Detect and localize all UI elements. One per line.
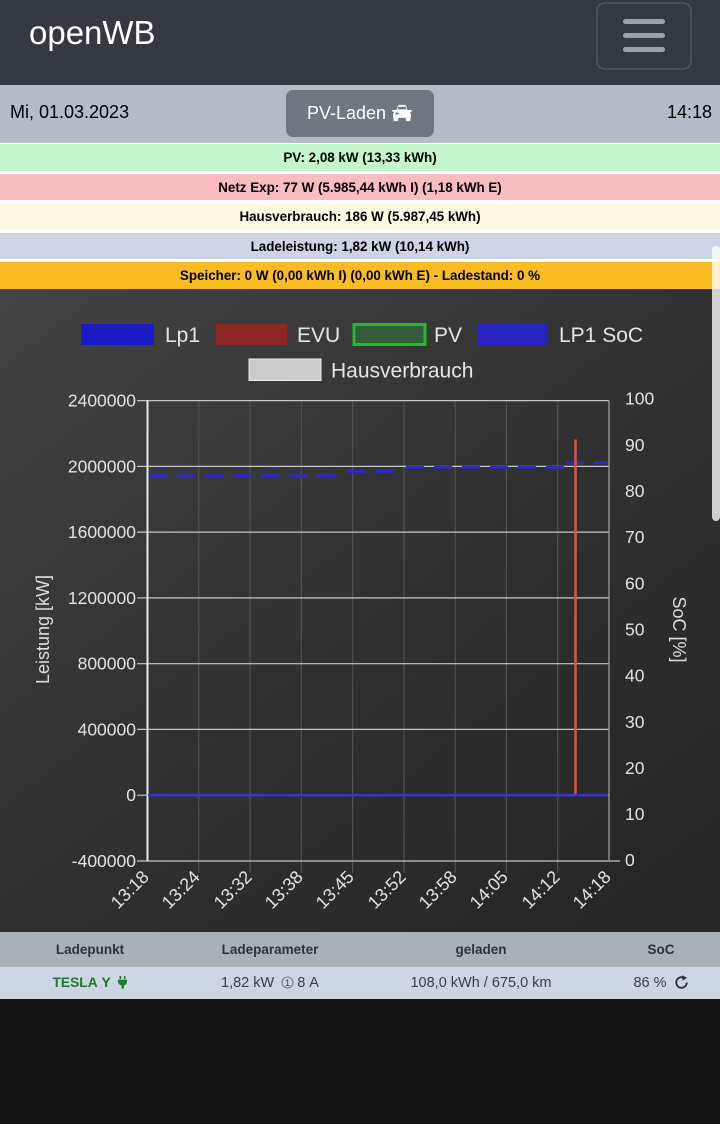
svg-text:1200000: 1200000: [68, 588, 136, 608]
svg-text:PV: PV: [434, 324, 462, 347]
svg-text:800000: 800000: [78, 654, 137, 674]
svg-text:0: 0: [625, 850, 635, 870]
svg-text:2400000: 2400000: [68, 391, 136, 411]
svg-text:60: 60: [625, 573, 645, 593]
svg-text:400000: 400000: [78, 719, 137, 739]
svg-text:10: 10: [625, 804, 645, 824]
svg-text:Lp1: Lp1: [165, 324, 200, 347]
svg-text:30: 30: [625, 712, 645, 732]
svg-text:LP1 SoC: LP1 SoC: [559, 324, 643, 347]
svg-text:1600000: 1600000: [68, 522, 136, 542]
svg-text:0: 0: [126, 785, 136, 805]
svg-text:-400000: -400000: [72, 851, 136, 871]
svg-text:50: 50: [625, 620, 645, 640]
svg-text:SoC [%]: SoC [%]: [669, 596, 689, 662]
svg-text:70: 70: [625, 527, 645, 547]
svg-text:100: 100: [625, 389, 654, 409]
svg-text:40: 40: [625, 666, 645, 686]
svg-text:Leistung [kW]: Leistung [kW]: [33, 575, 53, 684]
svg-text:90: 90: [625, 435, 645, 455]
svg-text:EVU: EVU: [297, 324, 340, 347]
svg-text:80: 80: [625, 481, 645, 501]
svg-text:20: 20: [625, 758, 645, 778]
svg-text:1: 1: [285, 978, 290, 989]
svg-text:2000000: 2000000: [68, 456, 136, 476]
svg-text:Hausverbrauch: Hausverbrauch: [331, 360, 473, 383]
